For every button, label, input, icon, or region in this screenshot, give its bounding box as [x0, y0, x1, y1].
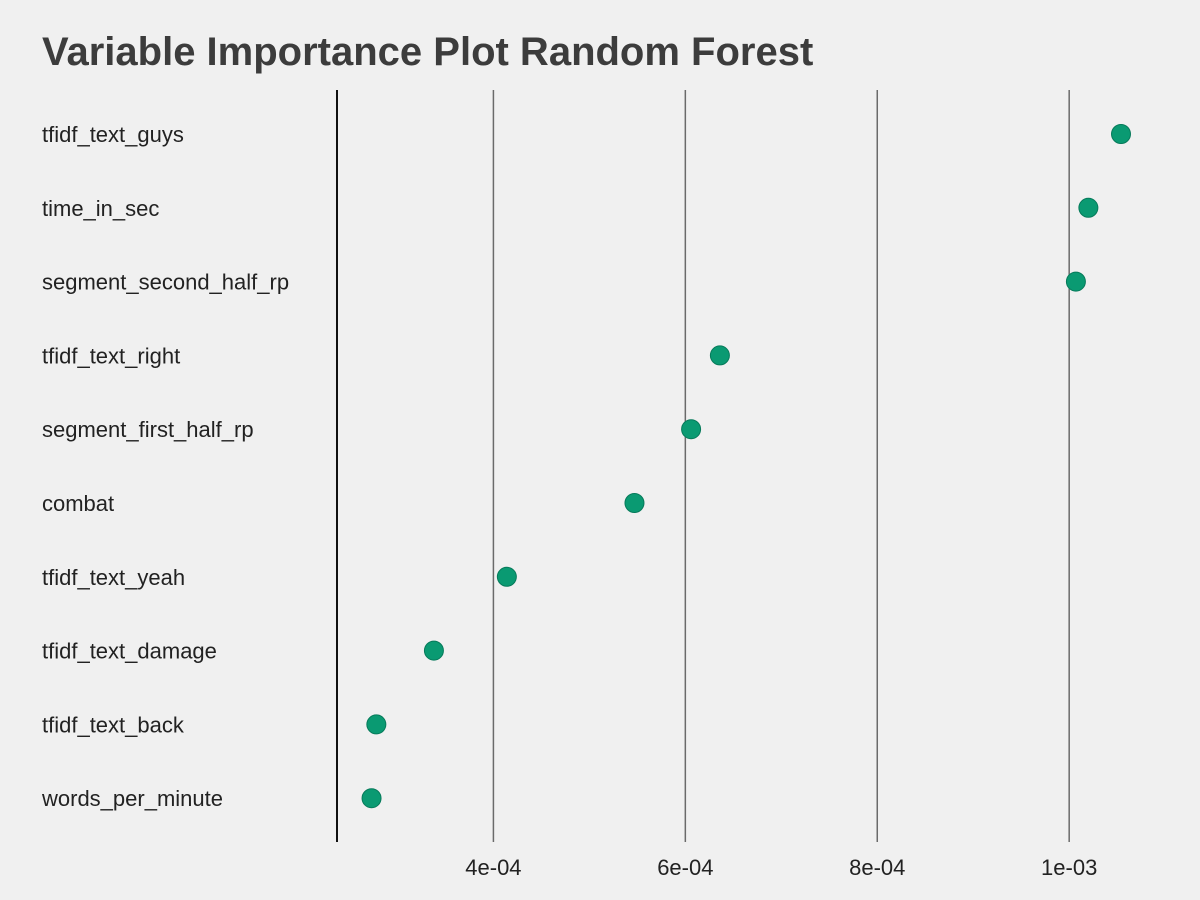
y-tick-label: combat [42, 491, 114, 516]
y-tick-label: segment_second_half_rp [42, 270, 289, 295]
data-point [496, 566, 517, 587]
x-tick-label: 6e-04 [657, 855, 713, 880]
x-tick-label: 8e-04 [849, 855, 905, 880]
y-tick-label: segment_first_half_rp [42, 417, 254, 442]
data-point [681, 419, 702, 440]
data-point [366, 714, 387, 735]
y-tick-label: tfidf_text_guys [42, 122, 184, 147]
y-tick-label: tfidf_text_back [42, 712, 185, 737]
gridlines [336, 90, 1070, 842]
y-tick-label: tfidf_text_right [42, 343, 180, 368]
data-point [1065, 271, 1086, 292]
data-points [361, 124, 1131, 809]
x-axis-ticks: 4e-04 6e-04 8e-04 1e-03 [465, 855, 1097, 880]
y-tick-label: tfidf_text_yeah [42, 565, 185, 590]
y-tick-label: words_per_minute [41, 786, 223, 811]
x-tick-label: 4e-04 [465, 855, 521, 880]
y-tick-label: time_in_sec [42, 196, 159, 221]
y-tick-label: tfidf_text_damage [42, 639, 217, 664]
chart-title: Variable Importance Plot Random Forest [42, 30, 813, 74]
x-tick-label: 1e-03 [1041, 855, 1097, 880]
data-point [624, 493, 645, 513]
y-axis-labels: tfidf_text_guys time_in_sec segment_second… [41, 122, 289, 811]
data-point [423, 640, 444, 661]
data-point [1078, 197, 1099, 218]
data-point [1111, 124, 1131, 144]
data-point [361, 788, 382, 809]
data-point [709, 345, 730, 366]
